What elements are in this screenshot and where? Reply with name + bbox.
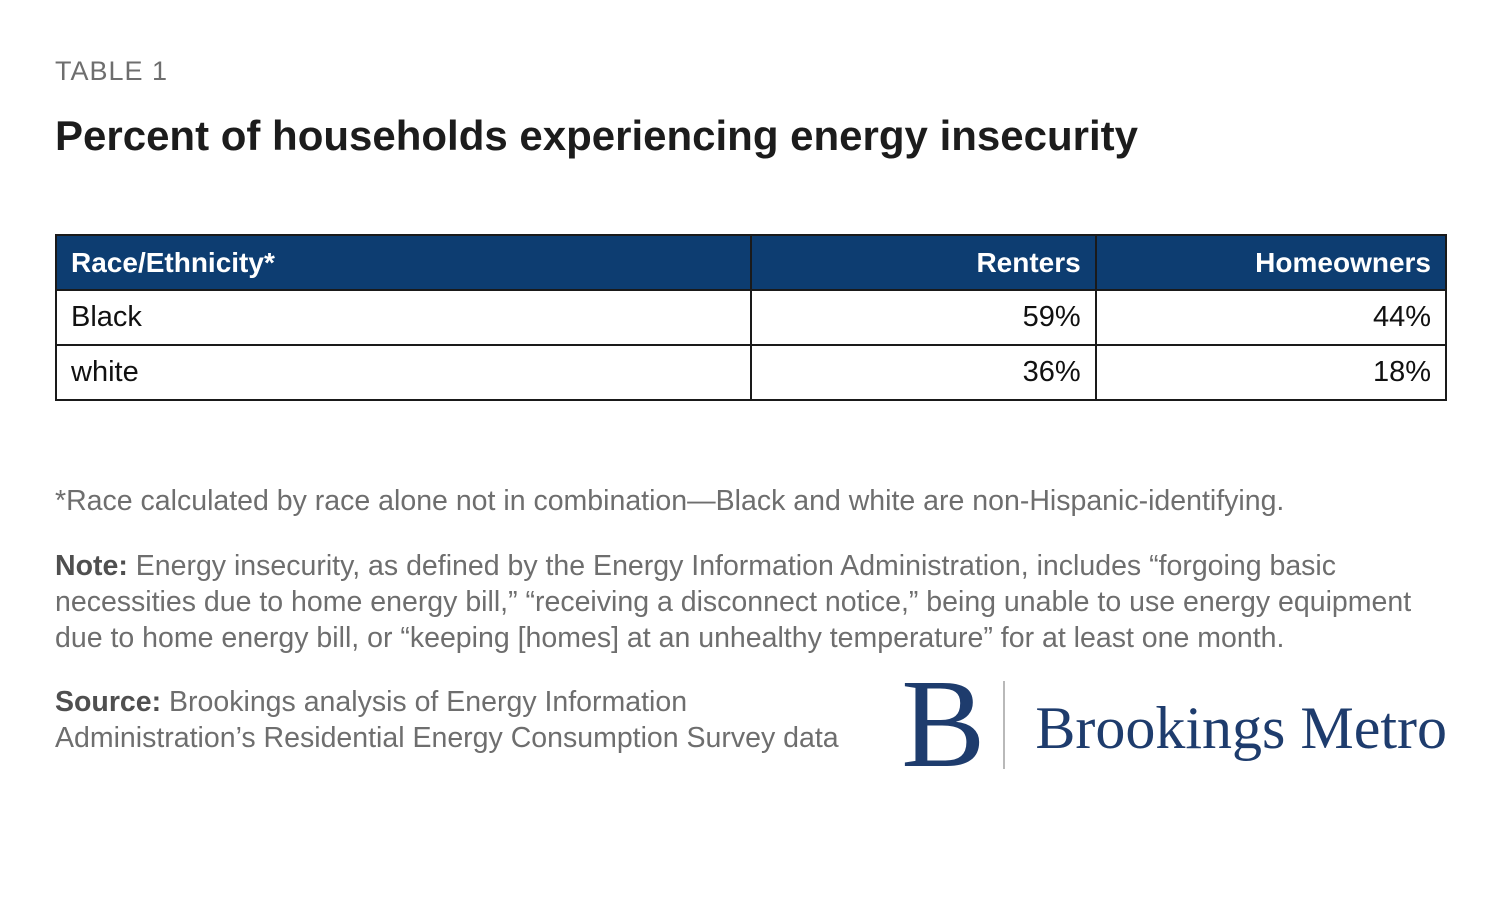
race-footnote: *Race calculated by race alone not in co… — [55, 485, 1285, 518]
brookings-metro-logo: B Brookings Metro — [901, 655, 1447, 795]
row-label: Black — [55, 289, 752, 347]
table-number-label: TABLE 1 — [55, 56, 169, 86]
source-paragraph: Source: Brookings analysis of Energy Inf… — [55, 684, 855, 756]
brookings-metro-wordmark: Brookings Metro — [1035, 695, 1447, 762]
source-label: Source: — [55, 686, 162, 719]
note-paragraph: Note: Energy insecurity, as defined by t… — [55, 548, 1447, 656]
note-label: Note: — [55, 549, 128, 582]
renters-value: 36% — [750, 344, 1097, 402]
page-title: Percent of households experiencing energ… — [55, 112, 1138, 159]
table-row: Black 59% 44% — [55, 289, 1448, 347]
renters-value: 59% — [750, 289, 1097, 347]
brookings-b-monogram: B — [901, 655, 986, 795]
note-text: Energy insecurity, as defined by the Ene… — [55, 549, 1412, 654]
figure-footer: Source: Brookings analysis of Energy Inf… — [55, 662, 1447, 788]
energy-insecurity-table: Race/Ethnicity* Renters Homeowners Black… — [55, 234, 1448, 402]
figure-container: TABLE 1 Percent of households experienci… — [0, 56, 1500, 788]
column-header-homeowners: Homeowners — [1094, 234, 1448, 292]
source-text: Brookings analysis of Energy Information… — [55, 686, 839, 755]
row-label: white — [55, 344, 752, 402]
logo-divider-line — [1003, 681, 1006, 770]
column-header-renters: Renters — [750, 234, 1097, 292]
table-row: white 36% 18% — [55, 344, 1448, 402]
table-header-row: Race/Ethnicity* Renters Homeowners — [55, 234, 1448, 292]
column-header-race-ethnicity: Race/Ethnicity* — [55, 234, 752, 292]
homeowners-value: 18% — [1094, 344, 1448, 402]
homeowners-value: 44% — [1094, 289, 1448, 347]
